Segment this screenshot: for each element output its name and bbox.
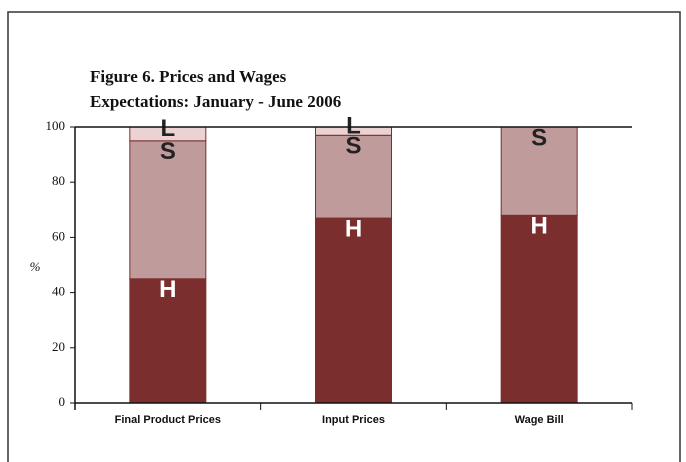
segment-label: S — [345, 133, 361, 160]
x-tick-label: Wage Bill — [515, 414, 564, 426]
segment-label: L — [160, 115, 175, 142]
segment-label: H — [345, 215, 362, 242]
chart-title: Figure 6. Prices and Wages — [90, 67, 287, 86]
chart-subtitle: Expectations: January - June 2006 — [90, 92, 341, 111]
segment-label: S — [160, 138, 176, 165]
x-tick-label: Input Prices — [322, 414, 385, 426]
bar-segment — [129, 140, 207, 280]
segment-label: H — [159, 276, 176, 303]
bar-segment — [500, 126, 578, 216]
y-tick-label: 80 — [52, 173, 65, 188]
y-tick-label: 100 — [46, 118, 66, 133]
bar-segment — [315, 217, 392, 404]
y-tick-label: 60 — [52, 228, 65, 243]
bar-segment — [500, 214, 578, 404]
y-tick-label: 40 — [52, 284, 65, 299]
frame — [7, 11, 681, 462]
segment-label: H — [530, 213, 547, 240]
y-tick-label: 20 — [52, 339, 65, 354]
x-tick-label: Final Product Prices — [115, 414, 221, 426]
bar-segment — [315, 134, 392, 219]
segment-label: S — [531, 124, 547, 151]
segment-label: L — [346, 112, 361, 139]
y-axis-label: % — [30, 259, 41, 274]
y-tick-label: 0 — [59, 394, 66, 409]
